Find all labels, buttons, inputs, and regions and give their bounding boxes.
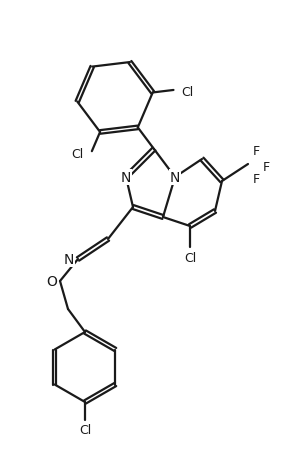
Text: N: N xyxy=(64,253,74,267)
Text: Cl: Cl xyxy=(79,423,91,436)
Text: N: N xyxy=(170,171,180,185)
Text: Cl: Cl xyxy=(72,147,84,160)
Text: Cl: Cl xyxy=(184,251,196,264)
Text: F: F xyxy=(262,160,270,173)
Text: F: F xyxy=(253,172,259,185)
Text: Cl: Cl xyxy=(181,86,194,99)
Text: O: O xyxy=(46,274,57,288)
Text: N: N xyxy=(121,171,131,185)
Text: F: F xyxy=(253,144,259,157)
